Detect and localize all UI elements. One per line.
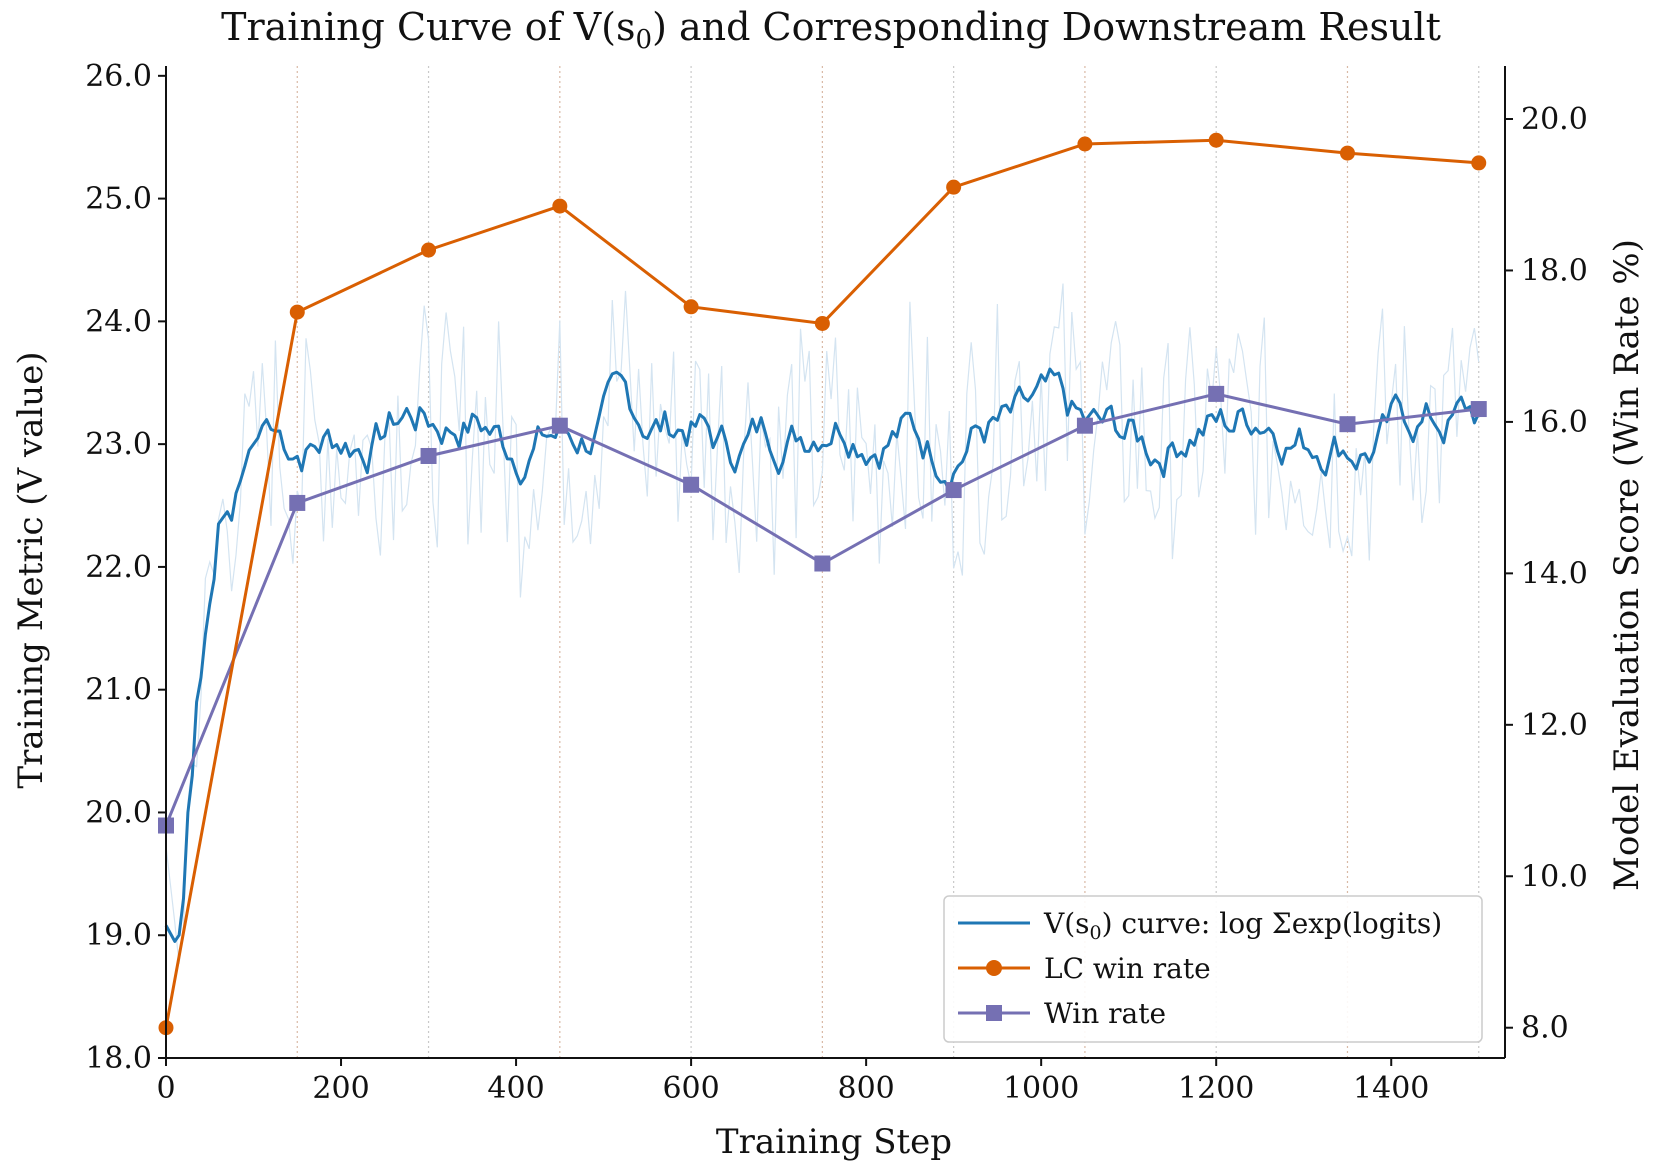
win-rate-point — [945, 482, 962, 499]
y-left-tick-label: 24.0 — [85, 304, 152, 339]
lc-win-rate-point — [683, 299, 699, 315]
win-rate-point — [814, 555, 831, 572]
raw-v-curve-line — [165, 283, 1480, 964]
lc-win-rate-point — [1471, 155, 1487, 171]
y-axis-right-label: Model Evaluation Score (Win Rate %) — [1607, 239, 1647, 891]
chart-title-suffix: ) and Corresponding Downstream Result — [652, 5, 1441, 49]
win-rate-series — [158, 385, 1487, 834]
lc-win-rate-point — [1208, 132, 1224, 148]
win-rate-point — [683, 476, 700, 493]
y-left-tick-label: 21.0 — [85, 673, 152, 708]
legend-lc-swatch-marker — [986, 960, 1002, 976]
y-left-tick-label: 20.0 — [85, 795, 152, 830]
x-tick-label: 400 — [487, 1071, 544, 1106]
x-tick-label: 1400 — [1353, 1071, 1429, 1106]
axes — [165, 66, 1506, 1059]
win-rate-point — [420, 447, 437, 464]
lc-win-rate-point — [814, 315, 830, 331]
chart-title-subscript: 0 — [636, 25, 653, 55]
lc-win-rate-point — [1339, 145, 1355, 161]
v-curve-line — [164, 367, 1481, 943]
lc-win-rate-point — [552, 198, 568, 214]
legend: V(s0) curve: log Σexp(logits) LC win rat… — [943, 895, 1483, 1043]
x-tick-label: 600 — [662, 1071, 719, 1106]
y-left-tick-label: 25.0 — [85, 182, 152, 217]
lc-win-rate-series — [158, 132, 1487, 1036]
win-rate-point — [551, 417, 568, 434]
win-rate-point — [289, 494, 306, 511]
y-right-tick-label: 12.0 — [1521, 708, 1588, 743]
chart-title-prefix: Training Curve of V(s — [221, 5, 635, 49]
legend-v-curve-label: V(s0) curve: log Σexp(logits) — [1043, 907, 1442, 944]
x-ticks: 0 200 400 600 800 1000 1200 1400 — [156, 1058, 1429, 1106]
legend-frame — [943, 895, 1483, 1043]
y-right-tick-label: 20.0 — [1521, 102, 1588, 137]
legend-lc-label: LC win rate — [1044, 952, 1211, 985]
y-left-tick-label: 23.0 — [85, 427, 152, 462]
y-left-tick-label: 19.0 — [85, 918, 152, 953]
win-rate-point — [1208, 385, 1225, 402]
chart-title: Training Curve of V(s0) and Correspondin… — [221, 5, 1441, 55]
x-tick-label: 0 — [156, 1071, 175, 1106]
legend-v-prefix: V(s — [1043, 907, 1090, 940]
lc-win-rate-point — [289, 304, 305, 320]
y-right-tick-label: 8.0 — [1521, 1011, 1569, 1046]
x-axis-label: Training Step — [716, 1122, 952, 1162]
legend-v-suffix: ) curve: log Σexp(logits) — [1102, 907, 1443, 940]
smoothed-v-curve — [164, 367, 1481, 943]
lc-win-rate-point — [421, 242, 437, 258]
y-left-tick-label: 26.0 — [85, 59, 152, 94]
legend-win-swatch-marker — [986, 1005, 1002, 1021]
x-tick-label: 1000 — [1003, 1071, 1079, 1106]
y-left-tick-label: 18.0 — [85, 1041, 152, 1076]
y-right-tick-label: 16.0 — [1521, 405, 1588, 440]
y-right-ticks: 8.0 10.0 12.0 14.0 16.0 18.0 20.0 — [1505, 102, 1588, 1046]
y-right-tick-label: 18.0 — [1521, 253, 1588, 288]
lc-win-rate-point — [1077, 136, 1093, 152]
win-rate-point — [1076, 417, 1093, 434]
y-right-tick-label: 10.0 — [1521, 859, 1588, 894]
x-tick-label: 200 — [312, 1071, 369, 1106]
y-left-tick-label: 22.0 — [85, 550, 152, 585]
y-right-tick-label: 14.0 — [1521, 556, 1588, 591]
win-rate-point — [1339, 416, 1356, 433]
legend-v-subscript: 0 — [1090, 922, 1102, 944]
win-rate-point — [1470, 401, 1487, 418]
lc-win-rate-line — [164, 138, 1479, 1028]
lc-win-rate-point — [946, 179, 962, 195]
y-left-ticks: 18.0 19.0 20.0 21.0 22.0 23.0 24.0 25.0 26.0 — [85, 59, 166, 1076]
x-tick-label: 1200 — [1178, 1071, 1254, 1106]
y-axis-left-label: Training Metric (V value) — [11, 351, 51, 788]
legend-win-label: Win rate — [1044, 997, 1166, 1030]
x-tick-label: 800 — [837, 1071, 894, 1106]
raw-v-curve — [165, 283, 1480, 964]
